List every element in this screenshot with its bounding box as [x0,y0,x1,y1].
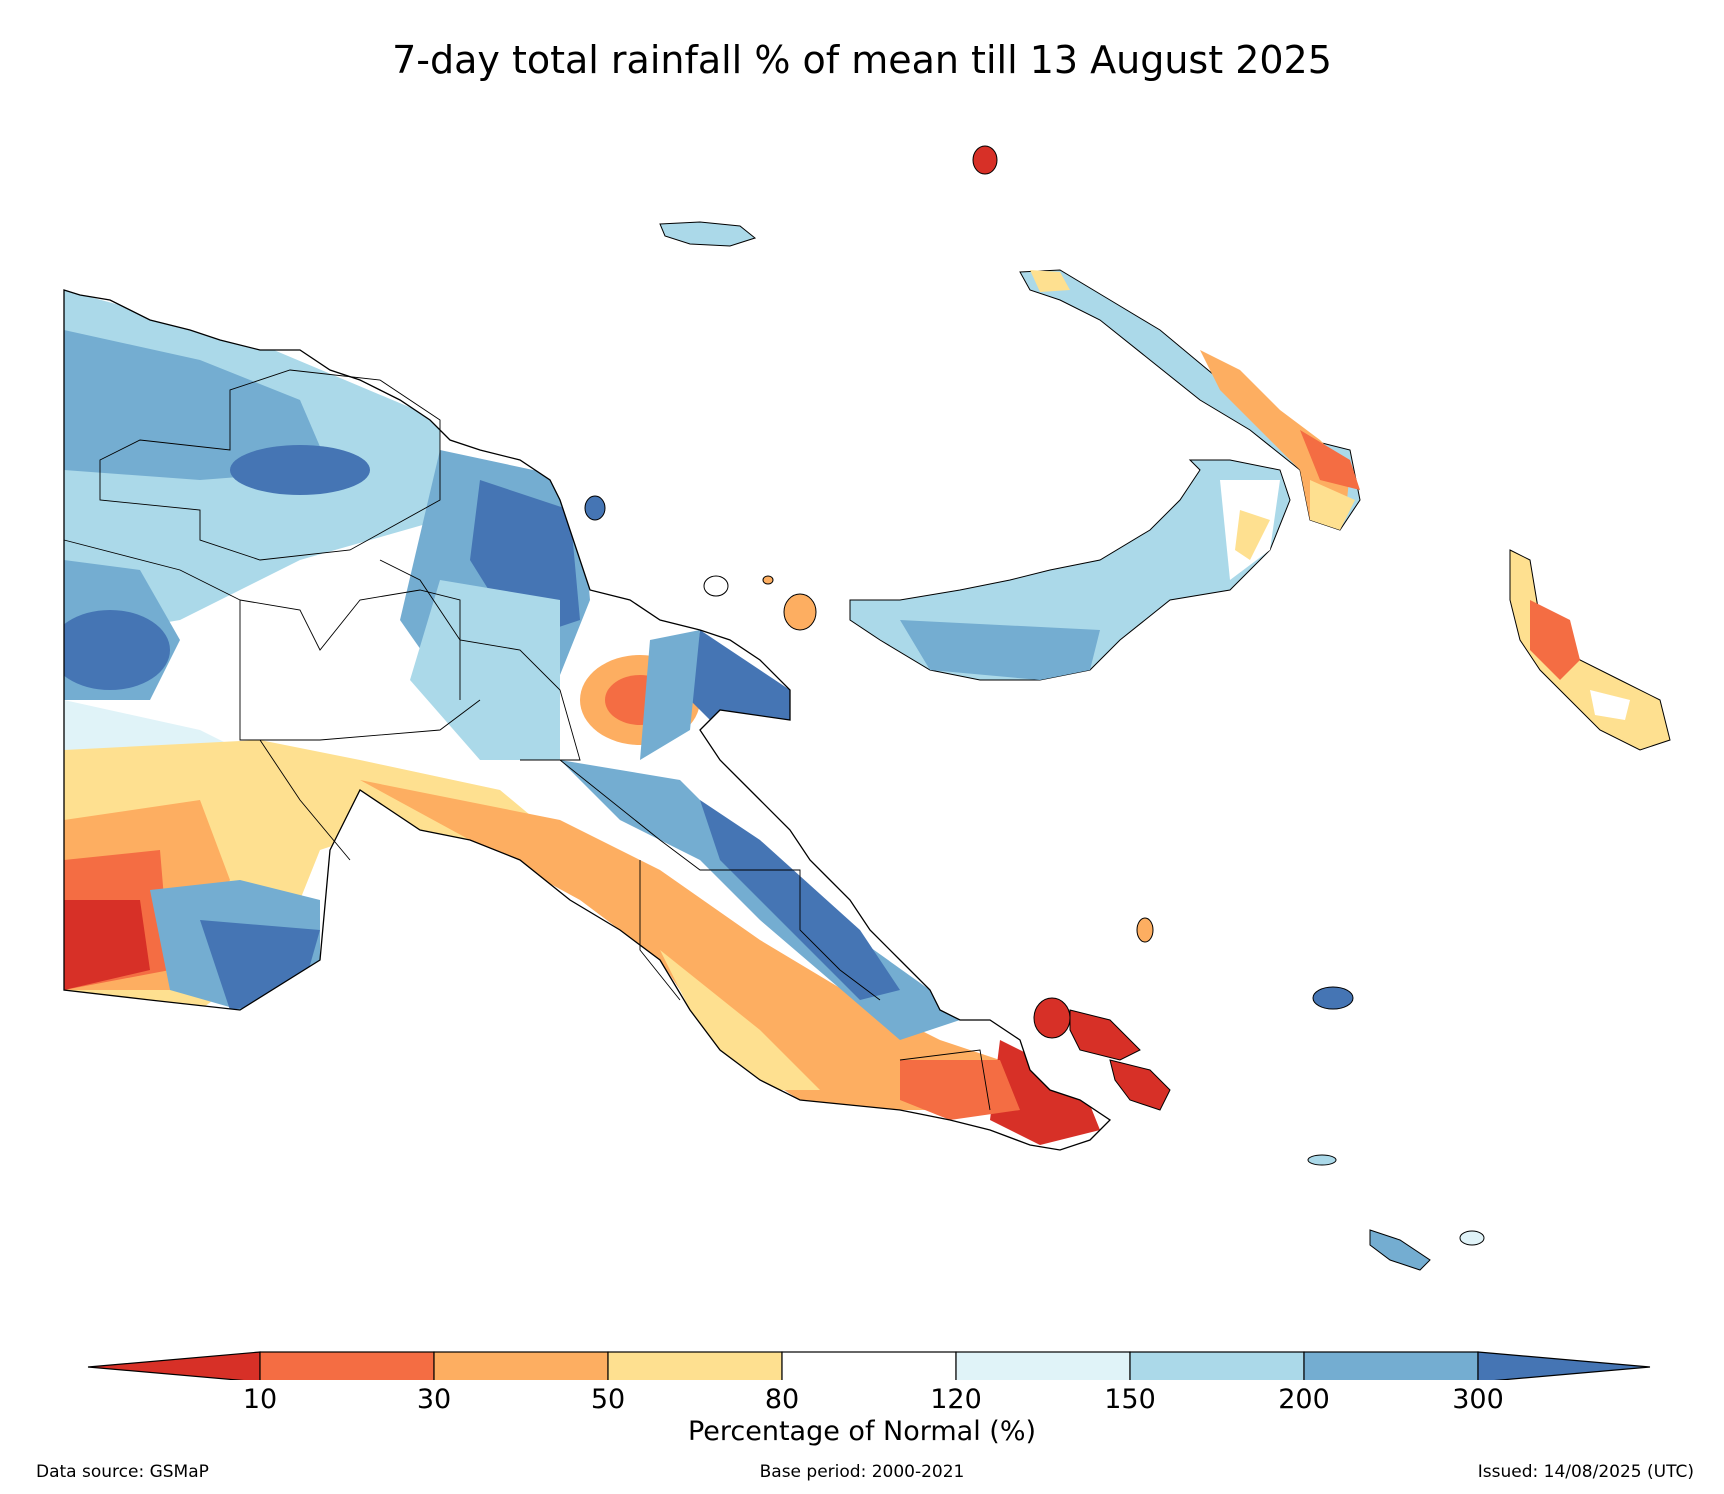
small-east-island [1459,1230,1485,1246]
woodlark-island [1312,986,1354,1010]
colorbar-segment-150-200 [1129,1351,1305,1380]
misima-island [1307,1154,1337,1166]
dentrecasteaux-islands [1033,997,1171,1111]
colorbar-tick: 300 [1452,1384,1504,1415]
map-title: 7-day total rainfall % of mean till 13 A… [392,38,1332,82]
rossel-island [1369,1229,1431,1271]
colorbar-segment-30-50 [433,1351,609,1380]
rainfall-map [63,145,1671,1271]
data-source: Data source: GSMaP [36,1462,209,1482]
colorbar-segment-200-300 [1303,1351,1479,1380]
issued-date: Issued: 14/08/2025 (UTC) [1477,1462,1694,1482]
karkar-island [584,495,606,521]
colorbar-segment-80-120 [781,1351,957,1380]
colorbar-tick: 120 [930,1384,982,1415]
base-period: Base period: 2000-2021 [759,1462,965,1482]
trobriand-island [1136,917,1154,943]
colorbar-segment-10-30 [259,1351,435,1380]
colorbar-segment-50-80 [607,1351,783,1380]
mainland-png [63,289,1112,1151]
colorbar-tick: 10 [242,1384,278,1415]
long-island [703,575,729,597]
colorbar-tick: 30 [416,1384,452,1415]
umboi-island [783,593,817,631]
colorbar-title: Percentage of Normal (%) [687,1416,1037,1447]
colorbar-tick: 150 [1104,1384,1156,1415]
colorbar-segment-below-10 [87,1351,261,1380]
mussau-island [972,145,998,175]
small-island [762,575,774,585]
new-ireland [1019,269,1361,531]
colorbar-segment-120-150 [955,1351,1131,1380]
colorbar-tick: 80 [764,1384,800,1415]
manus-island [659,221,757,247]
colorbar-segment-above-300 [1477,1351,1651,1380]
bougainville-island [1509,549,1671,751]
new-britain [849,459,1291,681]
colorbar-tick: 50 [590,1384,626,1415]
colorbar-tick: 200 [1278,1384,1330,1415]
colorbar [87,1351,1651,1380]
